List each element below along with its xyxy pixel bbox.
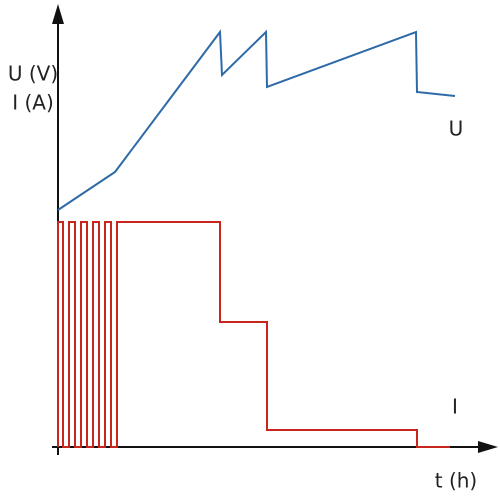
curve-label: U [449, 117, 464, 141]
voltage-curve [57, 29, 456, 211]
y-axis-label: I (A) [12, 91, 54, 115]
curve-label: I [452, 395, 458, 419]
x-axis-label: t (h) [435, 469, 477, 493]
x-axis-arrow [478, 441, 498, 453]
current-curve [57, 221, 450, 448]
y-axis-arrow [52, 4, 64, 24]
y-axis-label: U (V) [8, 62, 58, 86]
